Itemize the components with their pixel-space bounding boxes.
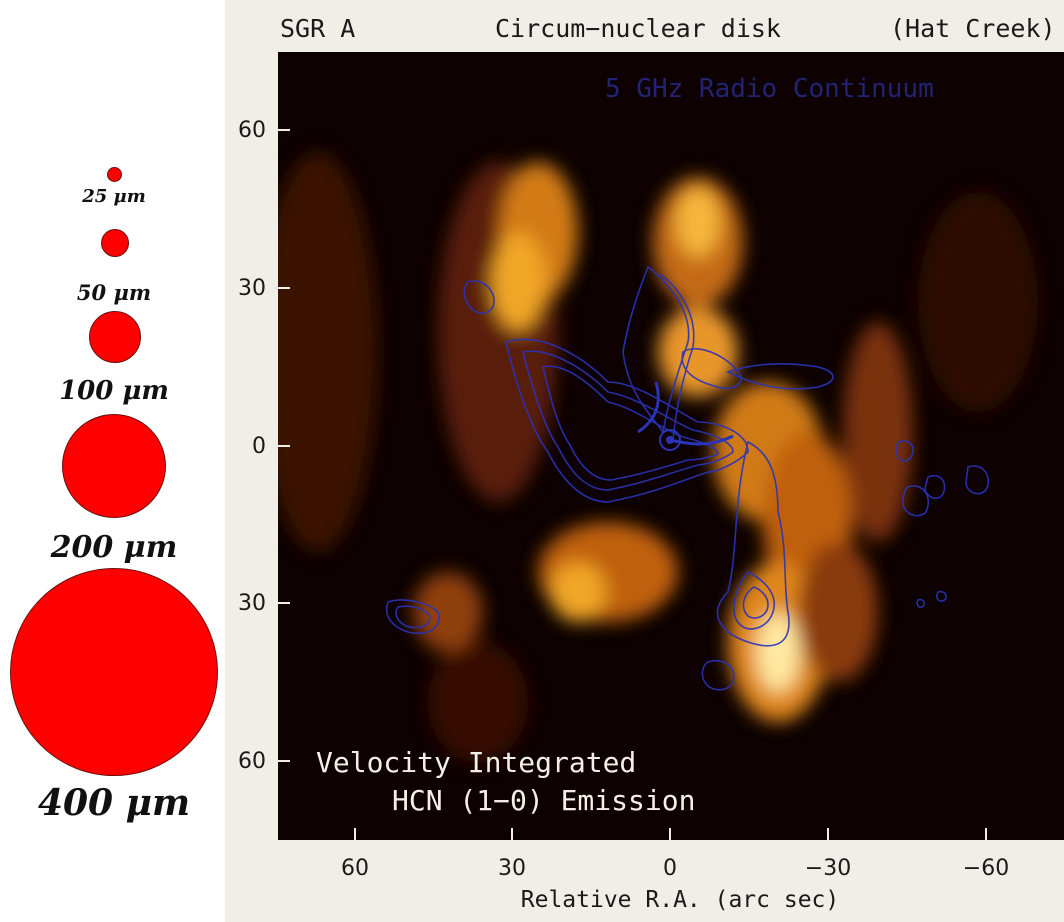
x-tick-mark-m30 (827, 828, 829, 840)
x-tick-label: 30 (498, 856, 526, 881)
emission-label-line1: Velocity Integrated (316, 746, 637, 779)
hcn-emission-blobs (278, 152, 1038, 762)
scale-label-100: 100 μm (59, 376, 169, 406)
scale-label-25: 25 μm (82, 186, 146, 207)
x-tick-label: 60 (341, 856, 369, 881)
y-tick-label: 0 (252, 434, 266, 459)
y-tick-label: 30 (238, 276, 266, 301)
scale-circle-400 (10, 568, 218, 776)
sgr-a-star-core (637, 381, 734, 451)
size-scale-panel: 25 μm 50 μm 100 μm 200 μm 400 μm (0, 0, 225, 922)
y-tick-label: 30 (238, 591, 266, 616)
x-tick-label: −60 (962, 856, 1010, 881)
x-tick-mark-0 (669, 828, 671, 840)
scale-circle-50 (101, 229, 129, 257)
y-tick-mark-m60-left (278, 760, 290, 762)
radio-continuum-label: 5 GHz Radio Continuum (605, 74, 934, 104)
telescope-label: (Hat Creek) (890, 14, 1056, 43)
x-axis-title: Relative R.A. (arc sec) (520, 887, 840, 913)
emission-map-graphic (278, 152, 1038, 762)
source-name: SGR A (280, 14, 356, 43)
x-tick-mark-m60 (985, 828, 987, 840)
scale-circle-25 (107, 167, 122, 182)
y-tick-mark-0-left (278, 445, 290, 447)
scale-label-200: 200 μm (50, 530, 178, 565)
scale-circle-200 (62, 414, 166, 518)
y-tick-mark-30-left (278, 287, 290, 289)
y-tick-mark-m30-left (278, 602, 290, 604)
y-tick-label: 60 (238, 749, 266, 774)
x-tick-label: −30 (804, 856, 852, 881)
figure-title: Circum−nuclear disk (495, 14, 781, 43)
emission-label-line2: HCN (1−0) Emission (392, 784, 696, 817)
y-tick-mark-60-left (278, 129, 290, 131)
y-tick-label: 60 (238, 118, 266, 143)
scale-label-50: 50 μm (76, 280, 152, 305)
scale-label-400: 400 μm (37, 782, 191, 824)
emission-map (278, 52, 1064, 840)
x-tick-mark-60 (354, 828, 356, 840)
x-tick-label: 0 (663, 856, 677, 881)
scale-circle-100 (89, 311, 141, 363)
x-tick-mark-30 (511, 828, 513, 840)
radio-continuum-contours (386, 265, 990, 691)
